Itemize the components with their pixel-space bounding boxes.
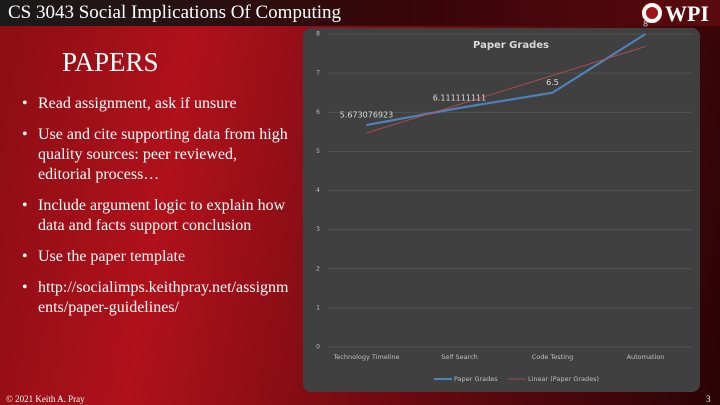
data-label: 5.673076923: [340, 111, 393, 120]
x-tick-label: Technology Timeline: [332, 353, 399, 361]
y-tick-label: 1: [316, 304, 320, 311]
logo-text: WPI: [665, 1, 709, 26]
x-tick-label: Code Testing: [532, 353, 574, 361]
bullet: Read assignment, ask if unsure: [22, 94, 292, 114]
y-tick-label: 5: [316, 148, 320, 155]
y-tick-label: 0: [316, 344, 320, 351]
bullet: http://socialimps.keithpray.net/assignme…: [22, 278, 292, 318]
bullet-list: Read assignment, ask if unsure Use and ci…: [22, 94, 292, 329]
chart-title: Paper Grades: [473, 40, 549, 51]
bullet: Use and cite supporting data from high q…: [22, 125, 292, 185]
y-tick-label: 3: [316, 226, 320, 233]
logo-seal: [641, 2, 663, 24]
data-label: 6.111111111: [433, 93, 486, 102]
x-tick-label: Automation: [627, 353, 665, 361]
y-tick-label: 6: [316, 109, 320, 116]
y-tick-label: 8: [316, 31, 320, 38]
y-tick-label: 7: [316, 70, 320, 77]
y-tick-label: 2: [316, 265, 320, 272]
header-bar: [0, 0, 720, 26]
course-title: CS 3043 Social Implications Of Computing: [8, 2, 342, 23]
y-tick-label: 4: [316, 187, 320, 194]
slide-title: PAPERS: [62, 47, 159, 77]
legend-label: Paper Grades: [454, 375, 498, 383]
legend-label: Linear (Paper Grades): [528, 375, 599, 383]
chart-panel: [303, 28, 700, 392]
x-tick-label: Self Search: [441, 353, 478, 361]
data-label: 6.5: [546, 78, 559, 87]
copyright: © 2021 Keith A. Pray: [6, 394, 85, 404]
bullet: Use the paper template: [22, 247, 292, 267]
trend-line: [366, 46, 646, 134]
bullet: Include argument logic to explain how da…: [22, 196, 292, 236]
series-line: [366, 33, 647, 127]
data-label: 8: [643, 20, 648, 29]
page-number: 3: [706, 394, 711, 404]
